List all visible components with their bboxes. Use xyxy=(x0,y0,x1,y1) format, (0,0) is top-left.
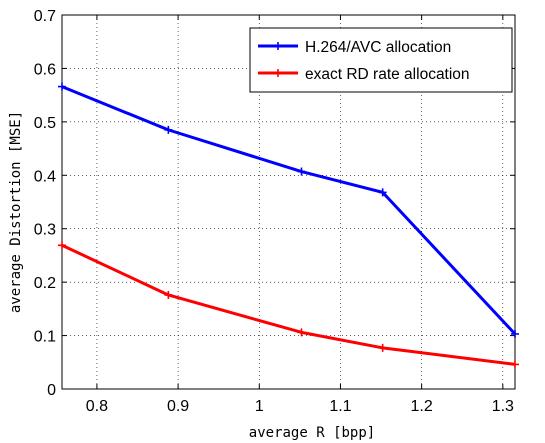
data-point xyxy=(297,167,306,176)
legend: H.264/AVC allocation exact RD rate alloca… xyxy=(249,27,513,93)
y-tick-label: 0 xyxy=(47,382,56,399)
y-tick-label: 0.2 xyxy=(34,275,56,292)
plot-frame xyxy=(61,14,516,390)
legend-box xyxy=(249,27,513,93)
axes xyxy=(61,14,516,390)
x-tick-label: 1.2 xyxy=(411,398,433,415)
data-point xyxy=(297,328,306,337)
data-point xyxy=(58,82,66,91)
data-point xyxy=(378,343,387,352)
legend-entry: H.264/AVC allocation xyxy=(258,39,451,56)
x-tick-label: 1 xyxy=(255,398,264,415)
data-point xyxy=(164,290,173,299)
data-point xyxy=(378,188,387,197)
series-layer xyxy=(58,82,519,369)
y-tick-label: 0.4 xyxy=(34,168,56,185)
x-tick-label: 0.8 xyxy=(86,398,108,415)
legend-label: exact RD rate allocation xyxy=(305,66,470,83)
legend-entry: exact RD rate allocation xyxy=(258,66,470,83)
y-tick-label: 0.1 xyxy=(34,329,56,346)
data-point xyxy=(511,329,519,338)
data-point xyxy=(58,241,66,250)
x-tick-label: 1.3 xyxy=(492,398,514,415)
x-tick-label: 1.1 xyxy=(329,398,351,415)
y-tick-label: 0.7 xyxy=(34,8,56,25)
y-tick-label: 0.3 xyxy=(34,222,56,239)
data-point xyxy=(511,360,519,369)
y-tick-label: 0.6 xyxy=(34,61,56,78)
y-axis-label: average Distortion [MSE] xyxy=(8,111,24,313)
x-axis-label: average R [bpp] xyxy=(249,425,375,441)
tick-labels: 0.8 0.9 1 1.1 1.2 1.3 0 0.1 0.2 0.3 0.4 0.5 0.6 0.7 xyxy=(34,8,514,415)
y-tick-label: 0.5 xyxy=(34,115,56,132)
data-point xyxy=(164,125,173,134)
legend-label: H.264/AVC allocation xyxy=(305,39,451,56)
x-tick-label: 0.9 xyxy=(167,398,189,415)
